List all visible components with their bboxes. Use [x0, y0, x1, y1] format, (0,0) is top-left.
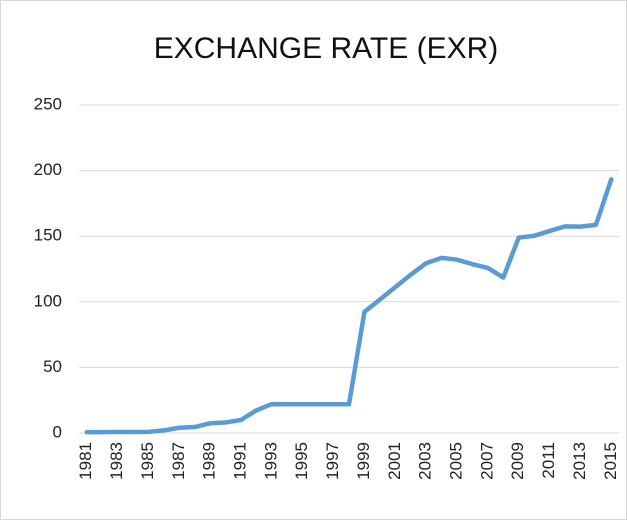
x-tick-label: 2001 — [385, 442, 404, 480]
y-tick-label: 250 — [34, 94, 62, 113]
x-tick-label: 1989 — [200, 442, 219, 480]
x-tick-label: 2007 — [477, 442, 496, 480]
x-tick-label: 1981 — [76, 442, 95, 480]
y-tick-label: 150 — [34, 226, 62, 245]
x-tick-label: 2005 — [446, 442, 465, 480]
y-tick-label: 0 — [53, 422, 62, 441]
x-tick-label: 2011 — [539, 442, 558, 479]
y-tick-label: 50 — [43, 357, 62, 376]
x-tick-label: 2003 — [416, 442, 435, 480]
x-tick-label: 1997 — [323, 442, 342, 480]
x-tick-label: 1985 — [138, 442, 157, 480]
x-tick-label: 1993 — [261, 442, 280, 480]
chart-title: EXCHANGE RATE (EXR) — [154, 32, 499, 65]
x-tick-label: 1999 — [354, 442, 373, 480]
x-tick-label: 1983 — [107, 442, 126, 480]
x-tick-label: 1987 — [169, 442, 188, 480]
x-tick-label: 2015 — [601, 442, 620, 480]
x-tick-label: 2009 — [508, 442, 527, 480]
data-line — [84, 177, 614, 435]
x-tick-label: 1995 — [292, 442, 311, 480]
y-tick-label: 100 — [34, 291, 62, 310]
x-tick-label: 1991 — [230, 442, 249, 480]
x-tick-label: 2013 — [570, 442, 589, 480]
y-tick-label: 200 — [34, 160, 62, 179]
